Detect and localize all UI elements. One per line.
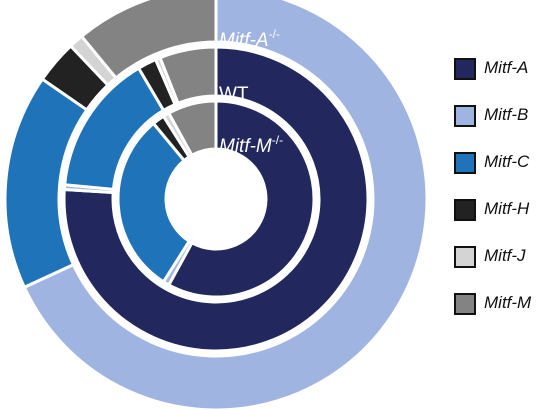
legend-swatch	[454, 105, 476, 127]
ring-separator	[58, 41, 374, 357]
slice-inner-mitf-m	[167, 99, 218, 157]
legend-label: Mitf-H	[484, 199, 530, 218]
legend-swatch	[454, 199, 476, 221]
legend-swatch	[454, 293, 476, 315]
legend-item-mitf-b: Mitf-B	[454, 103, 551, 129]
ring-label-middle: WT	[219, 84, 249, 105]
legend-item-mitf-j: Mitf-J	[454, 244, 551, 270]
legend-swatch	[454, 246, 476, 268]
ring-separator	[112, 95, 320, 303]
chart-slices	[3, 0, 429, 410]
ring-label-outer: Mitf-A-/-	[219, 27, 280, 51]
legend-item-mitf-h: Mitf-H	[454, 197, 551, 223]
ring-label-inner: Mitf-M-/-	[219, 133, 283, 157]
slice-inner-mitf-c	[116, 121, 191, 284]
legend-label: Mitf-J	[484, 246, 526, 265]
legend-label: Mitf-B	[484, 105, 529, 124]
legend-swatch	[454, 152, 476, 174]
legend-item-mitf-m: Mitf-M	[454, 291, 551, 317]
legend-label: Mitf-M	[484, 293, 532, 312]
legend-swatch	[454, 58, 476, 80]
legend-label: Mitf-A	[484, 58, 529, 77]
legend-item-mitf-c: Mitf-C	[454, 150, 551, 176]
legend: Mitf-A Mitf-B Mitf-C Mitf-H Mitf-J Mitf-…	[454, 56, 551, 338]
slice-inner-mitf-a	[167, 99, 316, 299]
legend-label: Mitf-C	[484, 152, 530, 171]
ring-labels: Mitf-A-/- WT Mitf-M-/-	[219, 27, 283, 157]
legend-item-mitf-a: Mitf-A	[454, 56, 551, 82]
